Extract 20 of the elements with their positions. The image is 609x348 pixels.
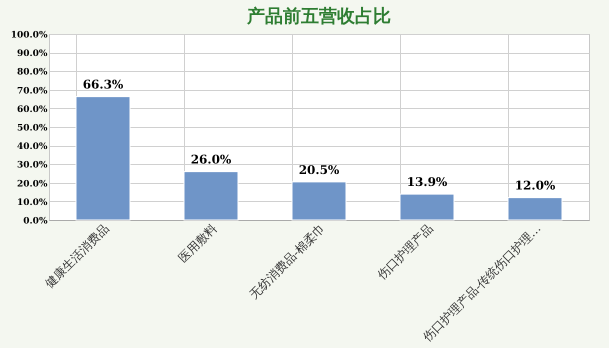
y-tick-label: 80.0% <box>17 68 48 78</box>
y-tick-label: 0.0% <box>23 216 48 226</box>
y-tick-label: 30.0% <box>17 160 48 171</box>
y-tick-label: 90.0% <box>17 49 48 60</box>
y-tick-label: 100.0% <box>10 30 48 40</box>
data-label: 66.3% <box>82 78 124 92</box>
y-tick-label: 10.0% <box>17 198 48 208</box>
y-tick-label: 70.0% <box>17 86 48 96</box>
y-tick-label: 50.0% <box>17 124 48 134</box>
data-label: 12.0% <box>514 178 556 193</box>
x-tick-label: 医用敷料 <box>176 221 220 265</box>
y-tick-label: 40.0% <box>17 142 48 152</box>
data-label: 13.9% <box>406 175 448 190</box>
y-tick-label: 20.0% <box>17 179 48 190</box>
data-label: 20.5% <box>298 162 340 177</box>
x-tick-label: 无纺消费品-棉柔巾 <box>246 221 328 302</box>
chart-title: 产品前五营收占比 <box>246 6 391 27</box>
y-tick-label: 60.0% <box>17 104 48 115</box>
x-tick-label: 伤口护理产品 <box>374 221 436 282</box>
data-label: 26.0% <box>190 152 232 167</box>
